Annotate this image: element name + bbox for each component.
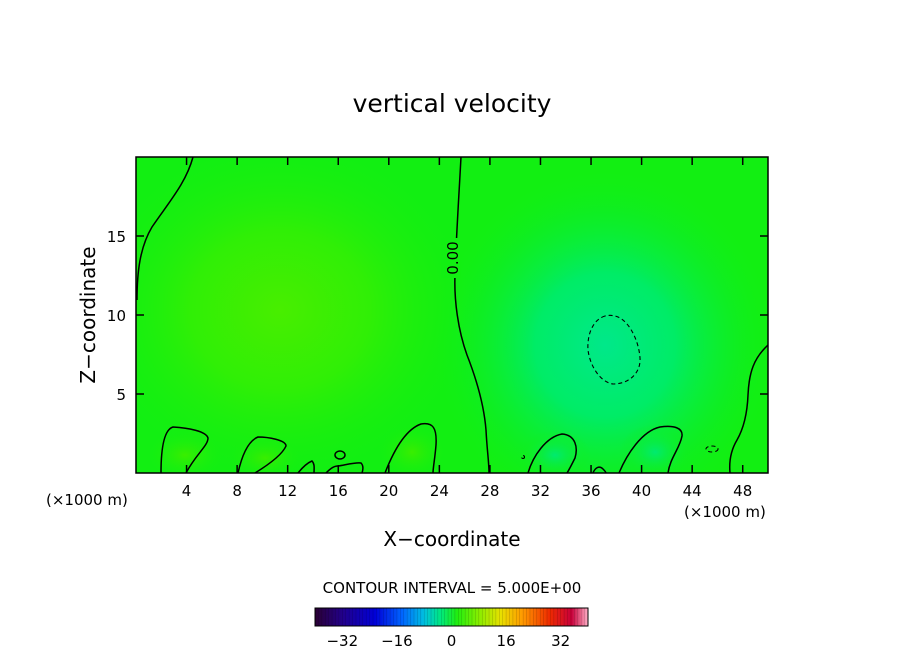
x-tick-label: 48 xyxy=(733,482,752,500)
x-tick-label: 12 xyxy=(278,482,297,500)
y-tick-label: 10 xyxy=(107,307,126,325)
contour-label-bg xyxy=(441,238,461,278)
contour-label: 0.00 xyxy=(444,241,462,274)
colorbar-tick-label: 16 xyxy=(497,632,516,650)
colorbar-frame xyxy=(314,607,589,627)
positive-cell-3 xyxy=(377,424,447,473)
colorbar-tick-label: −32 xyxy=(326,632,358,650)
positive-cell-1 xyxy=(145,430,225,473)
negative-contour-minimum xyxy=(587,314,641,385)
x-tick-label: 44 xyxy=(683,482,702,500)
colorbar-segments xyxy=(318,608,585,626)
colorbar-ticks: −32 −16 0 16 32 xyxy=(326,632,570,650)
contour-cell-3 xyxy=(297,460,315,473)
y-tick-label: 15 xyxy=(107,228,126,246)
negative-contour-dot xyxy=(520,454,526,460)
colorbar: −32 −16 0 16 32 xyxy=(314,607,589,650)
contour-cell-4 xyxy=(325,462,364,473)
x-tick-label: 28 xyxy=(480,482,499,500)
contour-cell-7 xyxy=(527,433,577,473)
zero-contour-left xyxy=(136,157,194,301)
contour-cell-6 xyxy=(384,422,437,473)
negative-velocity-region xyxy=(430,165,768,473)
x-tick-label: 16 xyxy=(329,482,348,500)
x-tick-label: 32 xyxy=(531,482,550,500)
x-axis-ticks: 4 8 12 16 20 24 28 32 36 40 44 48 xyxy=(182,157,752,500)
contour-interval-text: CONTOUR INTERVAL = 5.000E+00 xyxy=(323,579,582,597)
y-axis-label: Z−coordinate xyxy=(76,246,100,383)
colorbar-tick-label: −16 xyxy=(381,632,413,650)
zero-contour-right xyxy=(729,344,768,473)
x-tick-label: 36 xyxy=(581,482,600,500)
negative-cell-2 xyxy=(619,424,691,473)
x-unit-right: (×1000 m) xyxy=(684,503,766,521)
positive-velocity-region xyxy=(136,157,480,473)
contour-field: 0.00 xyxy=(136,157,768,473)
x-unit-left: (×1000 m) xyxy=(46,491,128,509)
contour-cell-5 xyxy=(334,450,346,460)
x-tick-label: 40 xyxy=(632,482,651,500)
positive-cell-2 xyxy=(227,436,303,473)
y-axis-ticks: 5 10 15 xyxy=(107,228,768,404)
chart-title: vertical velocity xyxy=(353,89,552,118)
x-tick-label: 20 xyxy=(379,482,398,500)
contour-cell-9 xyxy=(618,425,683,473)
x-tick-label: 24 xyxy=(430,482,449,500)
x-axis-label: X−coordinate xyxy=(383,527,520,551)
contour-cell-2 xyxy=(237,436,287,473)
negative-contour-small xyxy=(705,445,719,453)
contour-cell-8 xyxy=(592,466,607,473)
colorbar-tick-label: 32 xyxy=(551,632,570,650)
x-tick-label: 8 xyxy=(232,482,242,500)
y-tick-label: 5 xyxy=(116,386,126,404)
colorbar-fill xyxy=(315,608,588,626)
colorbar-tick-label: 0 xyxy=(447,632,457,650)
zero-contour-center xyxy=(454,157,490,473)
contour-cell-1 xyxy=(160,426,209,473)
x-tick-label: 4 xyxy=(182,482,192,500)
